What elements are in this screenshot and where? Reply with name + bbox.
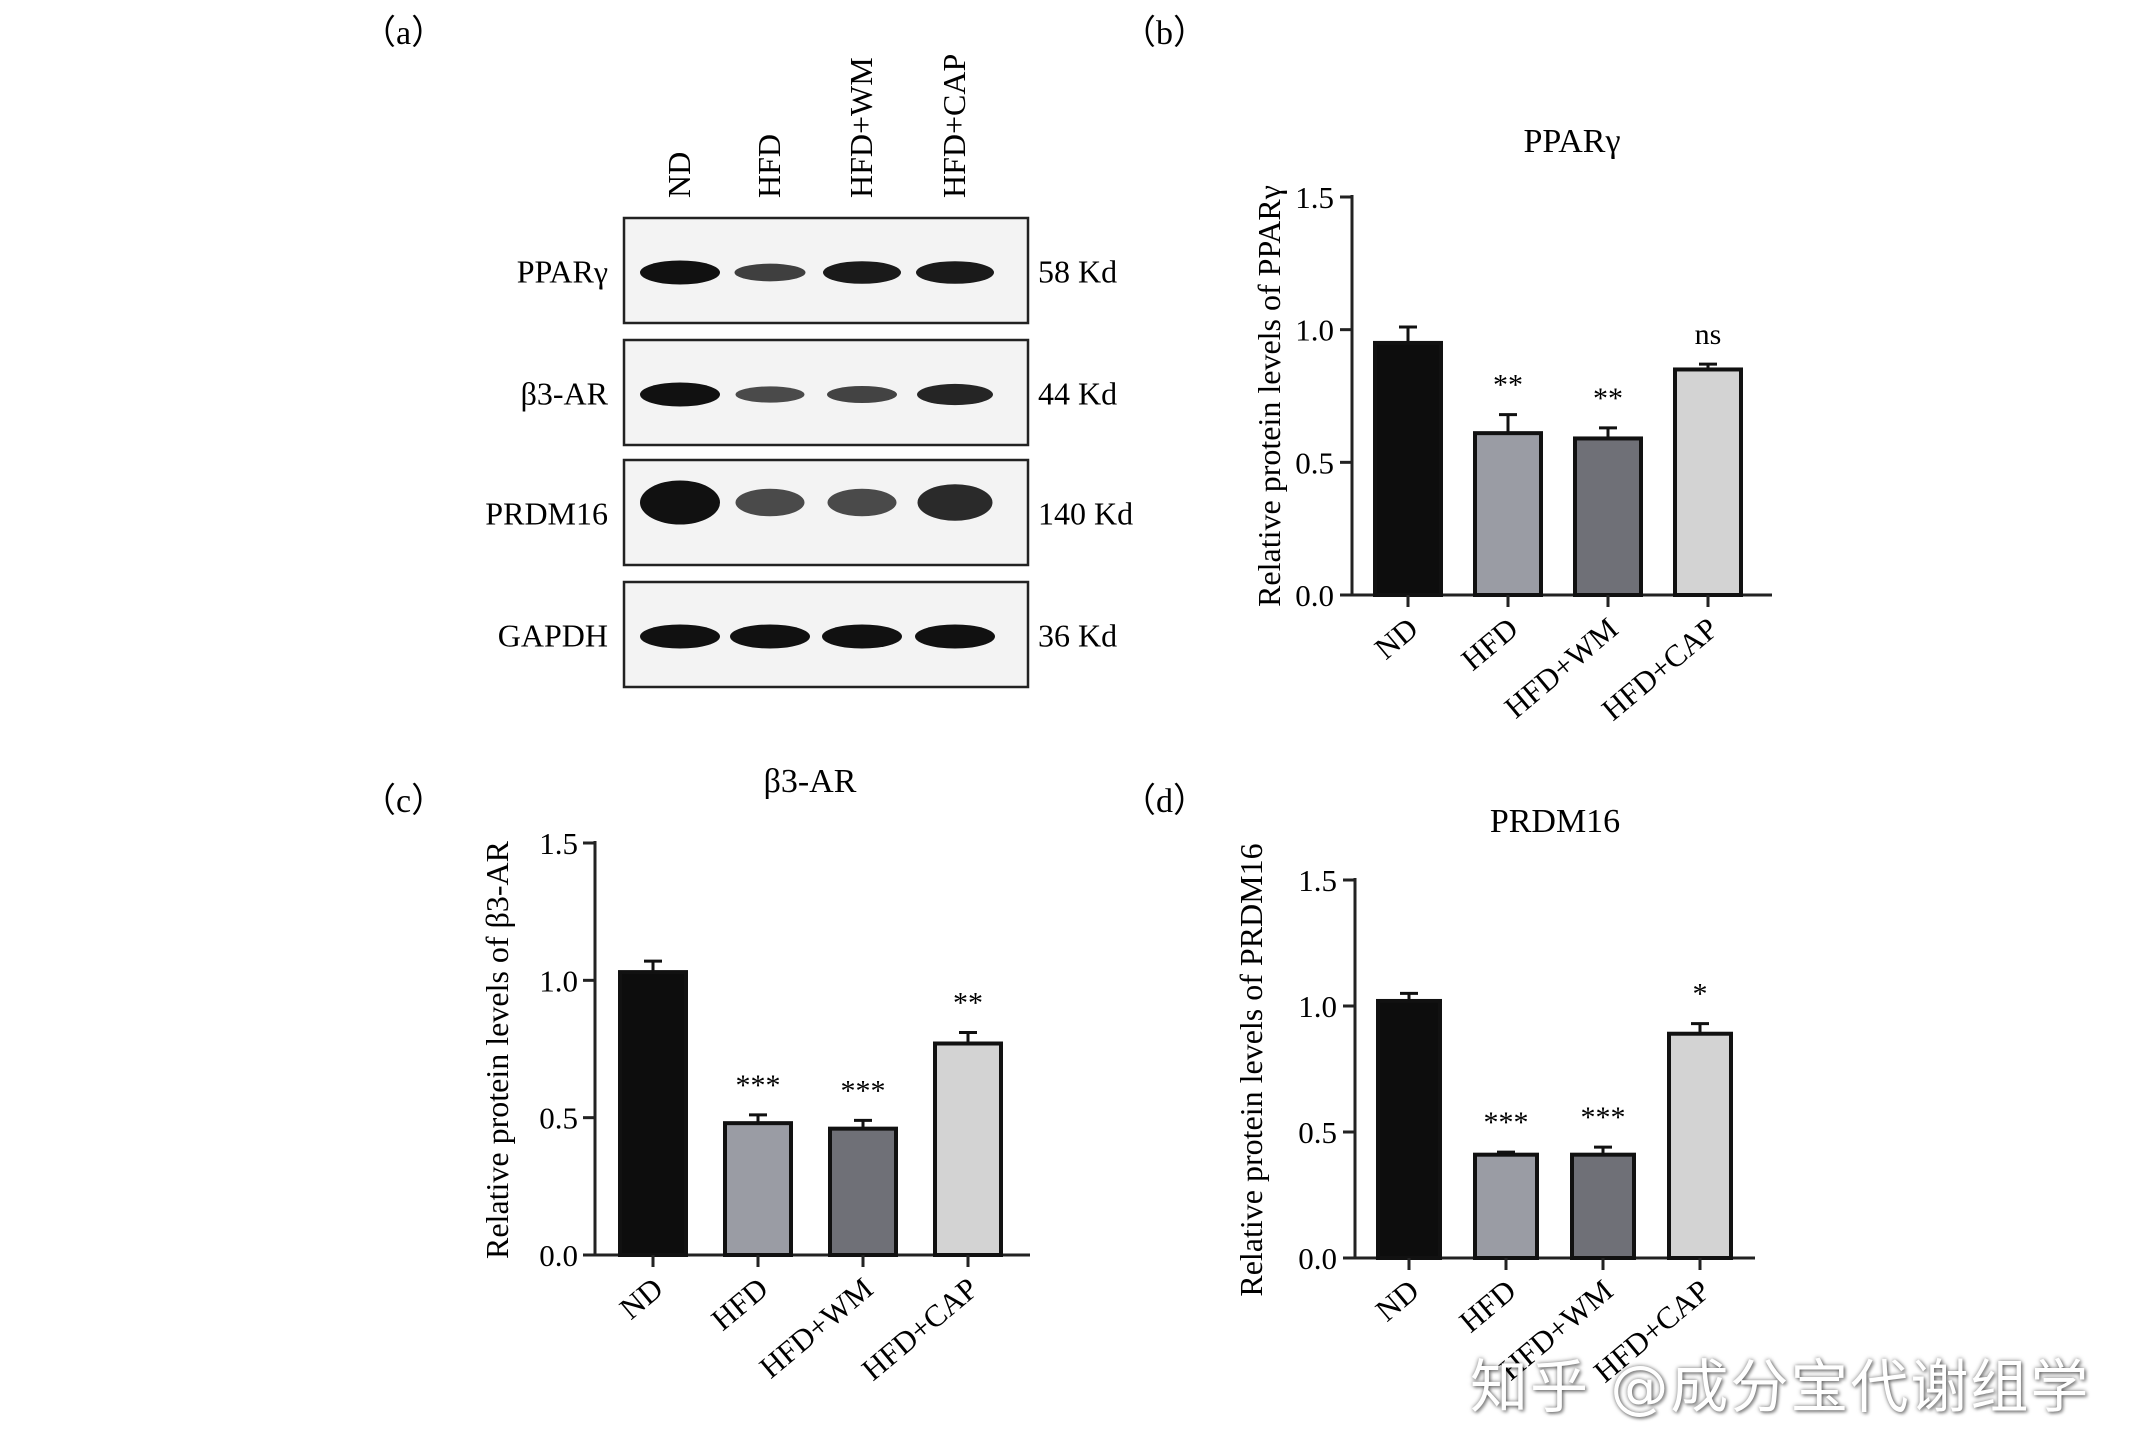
chart-title: PPARγ [1524, 123, 1621, 160]
blot-band [822, 624, 902, 649]
chart-panel-c: （c） β3-AR Relative protein levels of β3-AR… [362, 763, 1030, 1387]
blot-lane-label: ND [661, 152, 697, 198]
significance-label: ns [1695, 318, 1722, 351]
y-tick-label: 1.0 [539, 963, 578, 998]
y-tick-label: 0.5 [1298, 1115, 1337, 1150]
bar [1570, 1152, 1636, 1261]
chart-panel-d: （d） PRDM16 Relative protein levels of PRDM… [1122, 782, 1755, 1389]
y-tick-label: 1.5 [1298, 863, 1337, 898]
significance-label: *** [1581, 1101, 1626, 1134]
bar [1667, 1031, 1733, 1260]
blot-band [917, 484, 993, 521]
blot-protein-label: PPARγ [517, 254, 608, 290]
y-tick-label: 1.5 [1295, 180, 1334, 215]
blot-band [827, 386, 897, 403]
significance-label: *** [1484, 1106, 1529, 1139]
bar [1473, 431, 1543, 597]
x-tick-label: HFD [704, 1271, 774, 1338]
x-tick-label: ND [613, 1271, 670, 1327]
blot-band [735, 386, 805, 403]
blot-band [640, 480, 720, 525]
y-tick-label: 0.5 [539, 1101, 578, 1136]
y-axis-label: Relative protein levels of β3-AR [479, 840, 515, 1259]
blot-size-label: 140 Kd [1038, 496, 1133, 532]
bar [828, 1126, 898, 1257]
western-blot-panel: （a） ND HFD HFD+WM HFD+CAP PPARγ 58 Kd β3-AR 44 … [362, 14, 1133, 689]
y-tick-label: 1.0 [1298, 989, 1337, 1024]
y-tick-label: 0.0 [1298, 1241, 1337, 1276]
blot-band [640, 624, 720, 649]
blot-size-label: 36 Kd [1038, 618, 1117, 654]
blot-band [640, 382, 720, 407]
x-tick-label: ND [1369, 1273, 1426, 1329]
blot-band [823, 261, 901, 284]
panel-label: （c） [362, 782, 445, 820]
y-tick-label: 0.0 [1295, 578, 1334, 613]
blot-band [640, 260, 720, 285]
bar [1473, 1152, 1539, 1261]
blot-band [735, 488, 805, 517]
chart-title: PRDM16 [1490, 803, 1620, 840]
blot-band [917, 383, 993, 406]
chart-panel-b: （b） PPARγ Relative protein levels of PPARγ… [1122, 14, 1772, 727]
bar [1573, 436, 1643, 597]
significance-label: *** [736, 1069, 781, 1102]
x-tick-label: HFD [1454, 611, 1524, 678]
panel-label-a: （a） [362, 14, 445, 52]
blot-protein-label: GAPDH [498, 618, 608, 654]
y-tick-label: 1.5 [539, 826, 578, 861]
blot-band [730, 624, 810, 649]
significance-label: *** [841, 1074, 886, 1107]
significance-label: ** [1593, 382, 1623, 415]
y-tick-label: 0.5 [1295, 445, 1334, 480]
x-tick-label: ND [1368, 611, 1425, 667]
blot-lane-label: HFD+CAP [936, 54, 972, 198]
blot-band [734, 263, 806, 282]
significance-label: * [1693, 978, 1708, 1011]
blot-band [915, 624, 995, 649]
significance-label: ** [1493, 369, 1523, 402]
bar [1376, 998, 1442, 1261]
watermark: 知乎 @成分宝代谢组学 [1470, 1353, 2091, 1421]
blot-size-label: 58 Kd [1038, 254, 1117, 290]
chart-title: β3-AR [764, 763, 857, 800]
significance-label: ** [953, 987, 983, 1020]
bar [1373, 340, 1443, 597]
y-axis-label: Relative protein levels of PPARγ [1251, 185, 1287, 607]
x-tick-label: HFD [1452, 1273, 1522, 1340]
blot-protein-label: β3-AR [521, 376, 609, 412]
blot-lane-label: HFD [751, 134, 787, 198]
y-tick-label: 1.0 [1295, 313, 1334, 348]
bar [618, 970, 688, 1257]
x-tick-label: HFD+CAP [855, 1271, 985, 1388]
panel-label: （b） [1122, 14, 1207, 52]
blot-protein-label: PRDM16 [485, 496, 608, 532]
blot-size-label: 44 Kd [1038, 376, 1117, 412]
y-axis-label: Relative protein levels of PRDM16 [1233, 843, 1269, 1296]
bar [933, 1041, 1003, 1258]
y-tick-label: 0.0 [539, 1238, 578, 1273]
bar [1673, 367, 1743, 598]
bar [723, 1121, 793, 1258]
blot-band [916, 261, 994, 284]
panel-label: （d） [1122, 782, 1207, 820]
blot-band [827, 488, 897, 517]
blot-lane-label: HFD+WM [843, 57, 879, 198]
